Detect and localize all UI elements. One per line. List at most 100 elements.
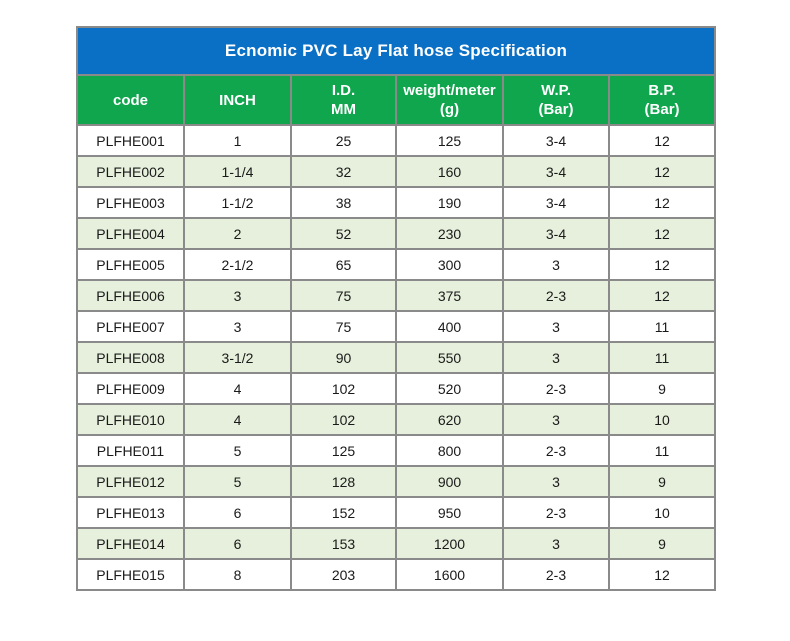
table-row: PLFHE001 1 25 125 3-4 12 (76, 124, 717, 157)
cell-inch: 4 (183, 403, 292, 436)
cell-wp: 3 (502, 403, 610, 436)
cell-bp: 11 (607, 341, 717, 374)
column-header-line: INCH (219, 91, 256, 109)
cell-weight: 1200 (395, 527, 504, 560)
column-header-wp: W.P. (Bar) (502, 74, 610, 126)
cell-bp: 10 (607, 403, 717, 436)
cell-wp: 3 (502, 527, 610, 560)
column-header-bp: B.P. (Bar) (607, 74, 717, 126)
cell-code: PLFHE015 (76, 558, 185, 591)
cell-code: PLFHE010 (76, 403, 185, 436)
table-row: PLFHE013 6 152 950 2-3 10 (76, 496, 717, 529)
cell-bp: 12 (607, 124, 717, 157)
cell-code: PLFHE001 (76, 124, 185, 157)
cell-bp: 11 (607, 310, 717, 343)
table-row: PLFHE003 1-1/2 38 190 3-4 12 (76, 186, 717, 219)
cell-wp: 3-4 (502, 186, 610, 219)
spec-table: Ecnomic PVC Lay Flat hose Specification … (75, 26, 717, 591)
table-row: PLFHE014 6 153 1200 3 9 (76, 527, 717, 560)
cell-id-mm: 102 (290, 372, 397, 405)
cell-weight: 550 (395, 341, 504, 374)
cell-id-mm: 128 (290, 465, 397, 498)
cell-weight: 375 (395, 279, 504, 312)
table-title-row: Ecnomic PVC Lay Flat hose Specification (75, 26, 717, 76)
cell-wp: 2-3 (502, 558, 610, 591)
cell-weight: 400 (395, 310, 504, 343)
cell-inch: 3-1/2 (183, 341, 292, 374)
cell-code: PLFHE005 (76, 248, 185, 281)
column-header-line: (g) (439, 101, 460, 118)
table-row: PLFHE005 2-1/2 65 300 3 12 (76, 248, 717, 281)
cell-bp: 12 (607, 155, 717, 188)
cell-inch: 1-1/4 (183, 155, 292, 188)
cell-code: PLFHE013 (76, 496, 185, 529)
cell-weight: 900 (395, 465, 504, 498)
column-header-line: weight/meter (403, 82, 496, 99)
cell-inch: 8 (183, 558, 292, 591)
cell-weight: 300 (395, 248, 504, 281)
cell-id-mm: 152 (290, 496, 397, 529)
cell-inch: 6 (183, 496, 292, 529)
column-header-line: (Bar) (644, 101, 680, 118)
cell-inch: 6 (183, 527, 292, 560)
table-row: PLFHE012 5 128 900 3 9 (76, 465, 717, 498)
cell-id-mm: 75 (290, 279, 397, 312)
cell-inch: 2 (183, 217, 292, 250)
cell-id-mm: 90 (290, 341, 397, 374)
column-header-line: (Bar) (538, 101, 574, 118)
cell-inch: 5 (183, 465, 292, 498)
cell-weight: 125 (395, 124, 504, 157)
cell-id-mm: 125 (290, 434, 397, 467)
cell-wp: 3 (502, 341, 610, 374)
cell-inch: 3 (183, 310, 292, 343)
cell-inch: 5 (183, 434, 292, 467)
table-header-row: code INCH I.D. MM weight/meter (g) W.P. … (76, 74, 717, 126)
cell-bp: 12 (607, 558, 717, 591)
column-header-weight: weight/meter (g) (395, 74, 504, 126)
cell-wp: 3-4 (502, 217, 610, 250)
column-header-code: code (76, 74, 185, 126)
column-header-line: MM (331, 101, 356, 118)
cell-weight: 800 (395, 434, 504, 467)
table-row: PLFHE010 4 102 620 3 10 (76, 403, 717, 436)
cell-wp: 3 (502, 248, 610, 281)
cell-bp: 12 (607, 248, 717, 281)
cell-inch: 2-1/2 (183, 248, 292, 281)
table-row: PLFHE009 4 102 520 2-3 9 (76, 372, 717, 405)
cell-bp: 9 (607, 372, 717, 405)
table-row: PLFHE007 3 75 400 3 11 (76, 310, 717, 343)
column-header-line: code (112, 91, 148, 109)
cell-wp: 2-3 (502, 279, 610, 312)
cell-wp: 2-3 (502, 434, 610, 467)
cell-weight: 620 (395, 403, 504, 436)
cell-wp: 3-4 (502, 124, 610, 157)
cell-code: PLFHE012 (76, 465, 185, 498)
cell-code: PLFHE007 (76, 310, 185, 343)
cell-wp: 2-3 (502, 496, 610, 529)
table-row: PLFHE008 3-1/2 90 550 3 11 (76, 341, 717, 374)
table-row: PLFHE004 2 52 230 3-4 12 (76, 217, 717, 250)
cell-id-mm: 52 (290, 217, 397, 250)
column-header-line: B.P. (648, 82, 676, 99)
cell-id-mm: 32 (290, 155, 397, 188)
cell-code: PLFHE002 (76, 155, 185, 188)
cell-code: PLFHE003 (76, 186, 185, 219)
cell-code: PLFHE008 (76, 341, 185, 374)
cell-id-mm: 38 (290, 186, 397, 219)
cell-wp: 2-3 (502, 372, 610, 405)
cell-code: PLFHE011 (76, 434, 185, 467)
column-header-line: W.P. (541, 82, 571, 99)
column-header-inch: INCH (183, 74, 292, 126)
table-row: PLFHE015 8 203 1600 2-3 12 (76, 558, 717, 591)
cell-wp: 3 (502, 465, 610, 498)
table-row: PLFHE011 5 125 800 2-3 11 (76, 434, 717, 467)
cell-weight: 230 (395, 217, 504, 250)
cell-id-mm: 102 (290, 403, 397, 436)
cell-bp: 12 (607, 279, 717, 312)
cell-inch: 1-1/2 (183, 186, 292, 219)
cell-bp: 12 (607, 186, 717, 219)
table-row: PLFHE006 3 75 375 2-3 12 (76, 279, 717, 312)
cell-weight: 160 (395, 155, 504, 188)
cell-code: PLFHE009 (76, 372, 185, 405)
column-header-line: I.D. (331, 82, 356, 99)
